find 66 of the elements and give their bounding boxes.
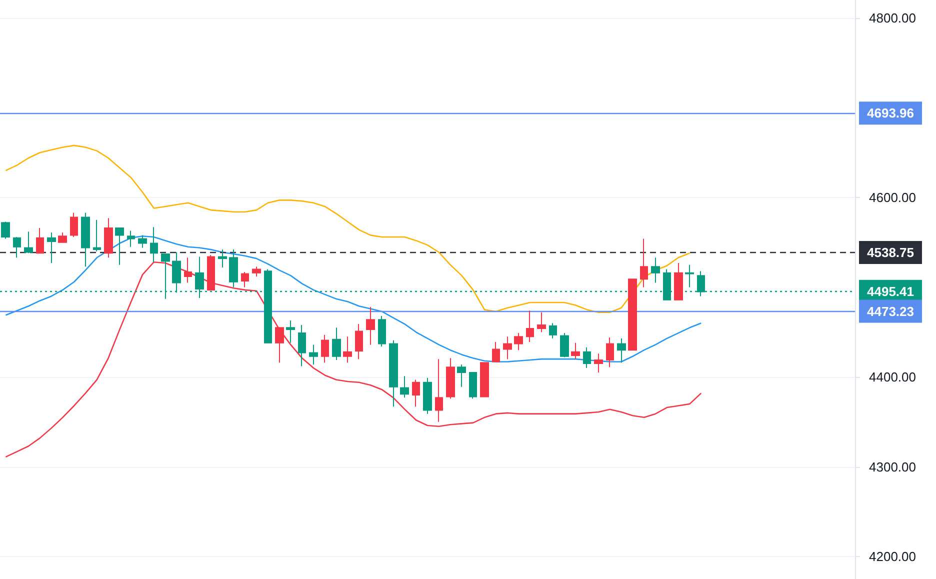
candlestick <box>628 278 637 351</box>
candlestick <box>24 231 33 254</box>
y-tick-label: 4200.00 <box>869 549 916 564</box>
ref-line-label: 4495.41 <box>867 284 914 299</box>
candlestick <box>446 358 455 400</box>
candlestick <box>218 249 227 268</box>
candlestick <box>332 327 341 360</box>
candlestick <box>36 228 44 254</box>
candlestick <box>298 324 306 367</box>
candlestick <box>115 228 124 266</box>
candlestick <box>606 337 614 368</box>
ref-line-label: 4538.75 <box>867 244 914 260</box>
candlestick <box>309 344 318 365</box>
y-tick-label: 4300.00 <box>869 459 916 474</box>
candlestick <box>127 230 135 248</box>
y-tick-label: 4600.00 <box>869 190 916 205</box>
candlestick <box>583 346 591 369</box>
candlestick <box>514 332 523 351</box>
candlestick <box>58 232 67 243</box>
candlestick <box>435 358 443 422</box>
candlestick <box>229 249 238 288</box>
ref-line-label: 4693.96 <box>867 106 914 121</box>
candlestick <box>412 379 420 408</box>
candlestick <box>617 338 626 364</box>
candlestick <box>93 219 101 252</box>
candlestick <box>571 342 580 360</box>
candlestick <box>549 322 557 339</box>
candlestick <box>457 364 466 388</box>
candlestick <box>685 264 694 288</box>
candlestick <box>651 257 660 284</box>
candlestick <box>286 320 295 344</box>
candlestick <box>560 332 569 358</box>
candlestick <box>503 336 512 360</box>
candlestick <box>104 218 113 258</box>
candlestick <box>378 315 386 347</box>
candlestick <box>640 238 648 288</box>
candlestick <box>81 212 90 268</box>
candlestick <box>241 271 249 288</box>
line-series <box>5 235 702 362</box>
candlestick <box>674 262 683 300</box>
candlestick <box>400 376 409 398</box>
candlestick <box>355 324 363 360</box>
candlestick <box>366 306 375 346</box>
candlestick <box>492 342 500 362</box>
candlestick <box>275 327 284 364</box>
candlestick <box>343 336 352 364</box>
candlestick <box>70 212 78 238</box>
candlestick <box>13 236 21 258</box>
candlestick <box>321 334 329 364</box>
candlestick <box>252 266 261 277</box>
ref-line-label: 4473.23 <box>867 304 914 319</box>
candlestick <box>264 268 272 344</box>
candlestick <box>423 377 432 414</box>
candlestick <box>389 340 398 408</box>
candlestick <box>537 312 546 333</box>
candlestick <box>469 372 477 400</box>
candlestick <box>47 232 56 264</box>
candlestick <box>526 310 534 343</box>
candlestick <box>480 362 489 398</box>
candlestick <box>594 353 603 374</box>
candlestick <box>150 226 158 263</box>
line-series <box>5 144 690 314</box>
candlestick <box>138 234 147 248</box>
y-tick-label: 4400.00 <box>869 370 916 385</box>
candlestick <box>1 221 10 240</box>
y-tick-label: 4800.00 <box>869 10 916 26</box>
